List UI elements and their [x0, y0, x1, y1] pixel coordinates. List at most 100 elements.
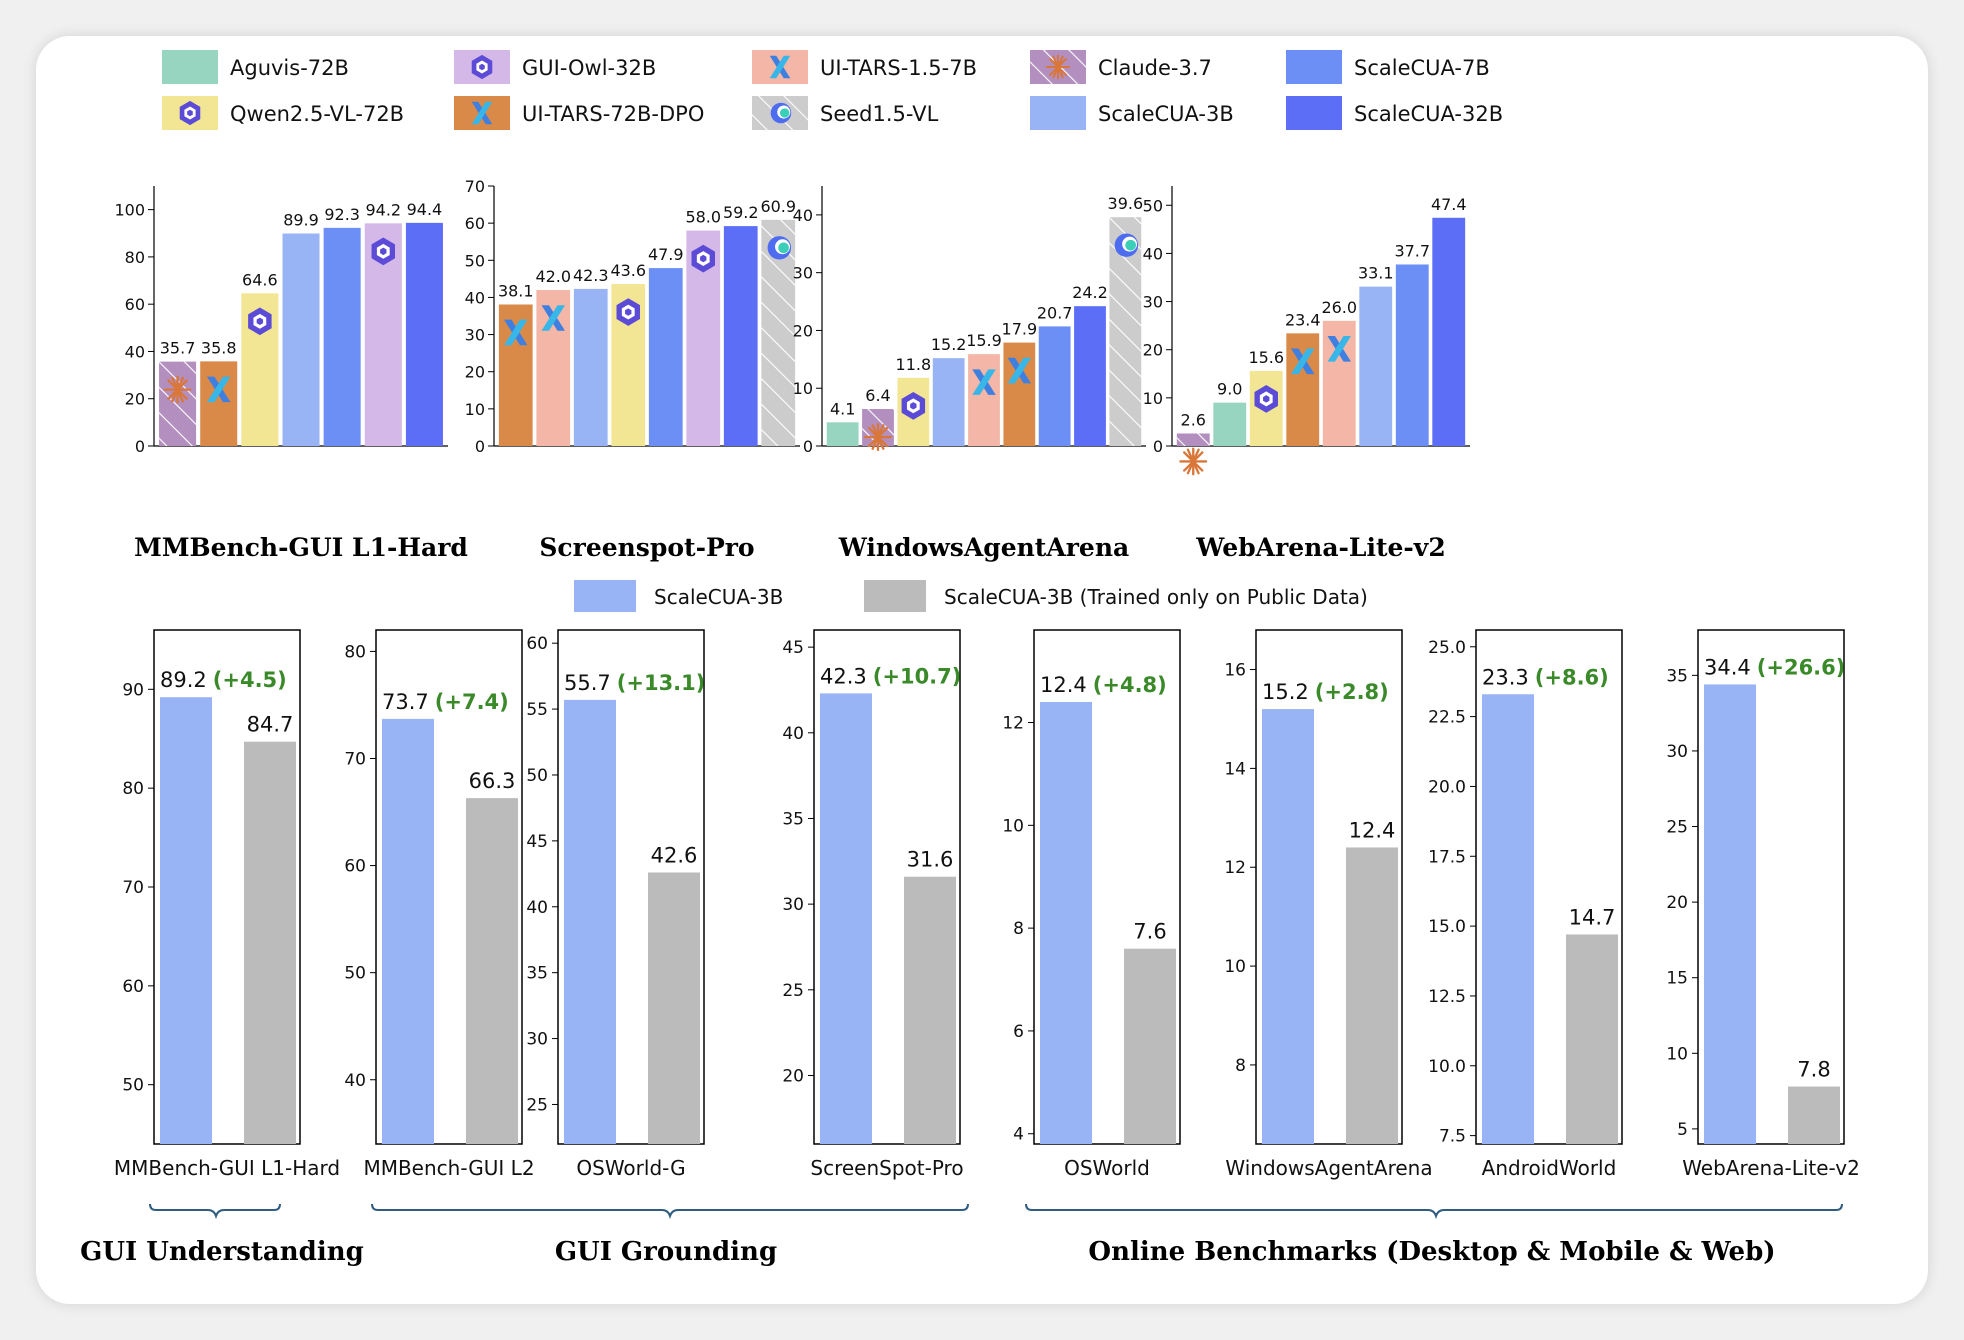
- x-axis-label: ScreenSpot-Pro: [810, 1156, 963, 1180]
- bar-ui-tars-72b-dpo: [1003, 342, 1036, 446]
- bar-value-label: 26.0: [1321, 298, 1357, 317]
- bar-value-label: 23.3 (+8.6): [1482, 665, 1609, 689]
- bar-value-label: 15.9: [966, 331, 1002, 350]
- bar-scalecua-3b-public: [648, 872, 700, 1144]
- bar-value-label: 89.9: [283, 211, 319, 230]
- y-tick-label: 14: [1224, 759, 1246, 779]
- y-tick-label: 40: [1143, 244, 1163, 263]
- bar-scalecua-3b-public: [1124, 948, 1176, 1144]
- y-tick-label: 30: [793, 264, 813, 283]
- figure-canvas: Aguvis-72B GUI-Owl-32B UI-TARS-1.5-7B Claud…: [80, 50, 1860, 1267]
- bar-scalecua-3b: [1262, 709, 1314, 1144]
- bar-value-label: 23.4: [1285, 310, 1321, 329]
- y-tick-label: 0: [135, 437, 145, 456]
- chart-title: WindowsAgentArena: [838, 533, 1129, 562]
- y-tick-label: 8: [1235, 1056, 1246, 1076]
- y-tick-label: 50: [526, 766, 548, 786]
- legend-label: ScaleCUA-32B: [1354, 102, 1503, 126]
- bottom-chart-windowsagentarena: 8 10 12 14 16 15.2 (+2.8) 12.4 WindowsAgentArena: [1224, 629, 1433, 1180]
- y-tick-label: 10: [1224, 957, 1246, 977]
- top-chart-screenspot-pro: 0 10 20 30 40 50 60 70 38.142.0 42.3 43.647.958.0 5…: [465, 177, 800, 562]
- top-chart-webarena-lite-v2: 0 10 20 30 40 50 2.6 9.0 15.623.426.033.137.7 47.…: [1143, 186, 1470, 562]
- bar-value-label: 6.4: [865, 386, 890, 405]
- legend-label: Claude-3.7: [1098, 56, 1212, 80]
- claude-icon: [864, 423, 892, 451]
- bar-value-label: 66.3: [469, 769, 516, 793]
- legend-label: GUI-Owl-32B: [522, 56, 656, 80]
- bar-value-label: 73.7 (+7.4): [382, 690, 509, 714]
- bottom-chart-webarena-lite-v2: 5 10 15 20 25 30 35 34.4 (+26.6) 7.8 WebArena-Lite…: [1666, 629, 1860, 1180]
- group-label-gui-grounding: GUI Grounding: [555, 1237, 777, 1267]
- y-tick-label: 0: [803, 437, 813, 456]
- bar-ui-tars-72b-dpo: [1286, 333, 1320, 446]
- bottom-chart-mmbench-gui-l1-hard: 50 60 70 80 90 89.2 (+4.5) 84.7 MMBench-GUI L1-H…: [114, 629, 340, 1180]
- bar-value-label: 60.9: [760, 197, 796, 216]
- plot-frame: [375, 629, 523, 1145]
- y-tick-label: 25: [526, 1095, 548, 1115]
- bar-scalecua-3b: [820, 693, 872, 1144]
- bar-value-label: 37.7: [1394, 241, 1430, 260]
- bar-value-label: 15.6: [1248, 348, 1284, 367]
- legend-label: UI-TARS-72B-DPO: [522, 102, 704, 126]
- y-tick-label: 45: [526, 832, 548, 852]
- bar-scalecua-32b: [723, 226, 758, 446]
- bar-value-label: 39.6: [1108, 194, 1144, 213]
- y-tick-label: 40: [465, 288, 485, 307]
- y-tick-label: 20: [782, 1066, 804, 1086]
- y-tick-label: 20: [125, 390, 145, 409]
- bar-value-label: 7.8: [1797, 1058, 1830, 1082]
- y-tick-label: 20.0: [1428, 777, 1466, 797]
- bar-scalecua-3b: [932, 358, 965, 446]
- legend-swatch-scalecua-32b: [1286, 96, 1342, 130]
- bar-aguvis-72b: [1213, 402, 1247, 446]
- x-axis-label: MMBench-GUI L2: [363, 1156, 534, 1180]
- legend-top: Aguvis-72B GUI-Owl-32B UI-TARS-1.5-7B Claud…: [162, 50, 1503, 130]
- y-tick-label: 60: [465, 214, 485, 233]
- legend-label: Qwen2.5-VL-72B: [230, 102, 404, 126]
- bar-value-label: 42.0: [535, 267, 571, 286]
- y-tick-label: 40: [782, 724, 804, 744]
- y-tick-label: 16: [1224, 661, 1246, 681]
- y-tick-label: 50: [344, 964, 366, 984]
- seed-icon: [1114, 233, 1139, 257]
- bar-value-label: 24.2: [1072, 283, 1108, 302]
- bar-scalecua-32b: [1432, 217, 1466, 446]
- claude-icon: [1179, 447, 1208, 476]
- legend-label: ScaleCUA-7B: [1354, 56, 1490, 80]
- y-tick-label: 35: [1666, 666, 1688, 686]
- bar-value-label: 94.2: [365, 200, 401, 219]
- y-tick-label: 20: [1666, 893, 1688, 913]
- y-tick-label: 6: [1013, 1022, 1024, 1042]
- bar-value-label: 31.6: [907, 848, 954, 872]
- bar-value-label: 11.8: [896, 355, 932, 374]
- y-tick-label: 30: [782, 895, 804, 915]
- y-tick-label: 30: [465, 326, 485, 345]
- claude-icon: [1045, 54, 1071, 80]
- chart-title: WebArena-Lite-v2: [1195, 533, 1445, 562]
- y-tick-label: 70: [465, 177, 485, 196]
- claude-icon: [163, 375, 192, 404]
- figure-card: Aguvis-72B GUI-Owl-32B UI-TARS-1.5-7B Claud…: [36, 36, 1928, 1304]
- y-tick-label: 50: [465, 251, 485, 270]
- bar-scalecua-32b: [405, 222, 443, 446]
- y-tick-label: 10: [1666, 1044, 1688, 1064]
- legend-label: ScaleCUA-3B: [1098, 102, 1234, 126]
- x-axis-label: AndroidWorld: [1482, 1156, 1617, 1180]
- y-tick-label: 25: [782, 981, 804, 1001]
- y-tick-label: 10: [1002, 816, 1024, 836]
- y-tick-label: 5: [1677, 1120, 1688, 1140]
- bottom-chart-mmbench-gui-l2: 40 50 60 70 80 73.7 (+7.4) 66.3 MMBench-GUI L2: [344, 629, 535, 1180]
- chart-title: Screenspot-Pro: [539, 533, 754, 562]
- legend-label: ScaleCUA-3B: [654, 585, 783, 609]
- y-tick-label: 30: [526, 1030, 548, 1050]
- y-tick-label: 70: [122, 878, 144, 898]
- bar-hatch-claude-3-7: [1176, 433, 1210, 446]
- y-tick-label: 90: [122, 680, 144, 700]
- y-tick-label: 35: [782, 809, 804, 829]
- y-tick-label: 60: [344, 857, 366, 877]
- bar-value-label: 58.0: [685, 208, 721, 227]
- bar-value-label: 9.0: [1217, 380, 1242, 399]
- y-tick-label: 15: [1666, 969, 1688, 989]
- bar-value-label: 15.2: [931, 335, 967, 354]
